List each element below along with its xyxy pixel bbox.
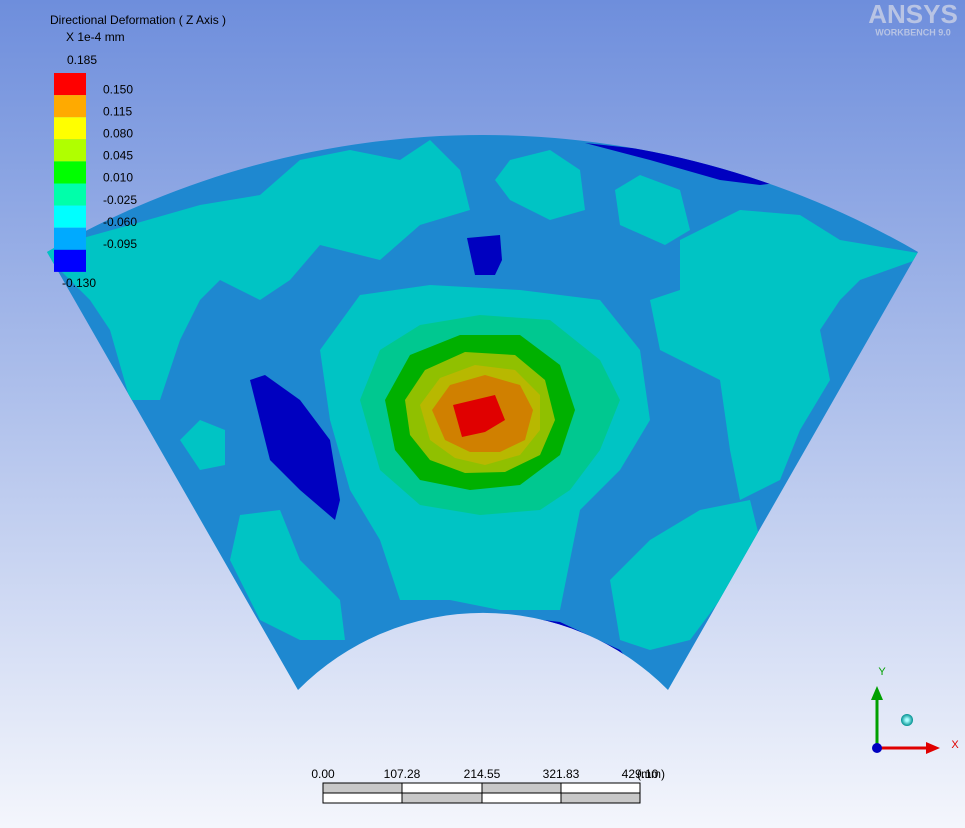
x-axis-label: X	[951, 739, 959, 751]
scale-segment	[401, 782, 483, 794]
scale-segment	[481, 782, 562, 794]
legend-label: -0.025	[103, 193, 137, 207]
scale-label: 107.28	[384, 767, 421, 781]
logo-version: WORKBENCH 9.0	[875, 27, 951, 37]
legend-swatch	[54, 205, 86, 228]
legend-title: Directional Deformation ( Z Axis )	[50, 13, 226, 27]
legend-swatch	[54, 95, 86, 118]
legend: 0.185 0.150 0.115 0.080 0.045 0.010 -0.025 -0.0…	[54, 53, 137, 290]
legend-swatch	[54, 227, 86, 250]
legend-label: 0.045	[103, 149, 133, 163]
legend-swatch	[54, 73, 86, 96]
legend-unit: X 1e-4 mm	[66, 30, 125, 44]
scale-bar: 0.00 107.28 214.55 321.83 429.10	[311, 767, 659, 804]
legend-swatch	[54, 161, 86, 184]
legend-swatch	[54, 183, 86, 206]
scale-label: 429.10	[622, 767, 659, 781]
scale-segment	[560, 782, 641, 794]
logo: ANSYS	[868, 0, 958, 29]
scale-segment	[401, 792, 483, 804]
scale-segment	[322, 782, 403, 794]
scale-label: 0.00	[311, 767, 335, 781]
legend-label: 0.080	[103, 126, 133, 140]
scale-label: 214.55	[464, 767, 501, 781]
legend-swatch	[54, 249, 86, 272]
scale-segment	[322, 792, 403, 804]
legend-label: -0.060	[103, 215, 137, 229]
legend-label: -0.130	[62, 276, 96, 290]
legend-swatch	[54, 117, 86, 140]
legend-swatch	[54, 139, 86, 162]
legend-label: 0.150	[103, 82, 133, 96]
legend-label: 0.115	[103, 104, 132, 118]
legend-label: 0.010	[103, 171, 133, 185]
scale-segment	[481, 792, 562, 804]
y-axis-label: Y	[878, 666, 886, 678]
scale-segment	[560, 792, 641, 804]
triad	[871, 686, 940, 754]
scale-label: 321.83	[543, 767, 580, 781]
scale-unit: (mm)	[637, 767, 665, 781]
legend-label: -0.095	[103, 237, 137, 251]
legend-label: 0.185	[67, 53, 97, 67]
